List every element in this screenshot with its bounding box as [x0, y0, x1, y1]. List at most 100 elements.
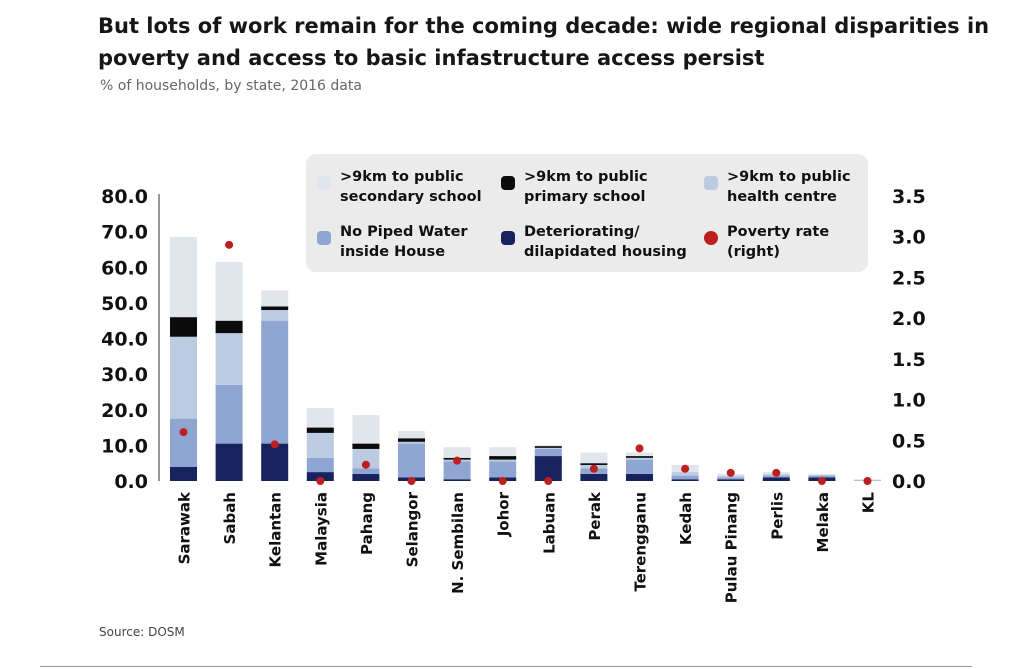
- bar-segment: [671, 479, 699, 481]
- bar-segment: [261, 443, 289, 481]
- legend-swatch: [704, 231, 718, 245]
- bar-segment: [626, 459, 653, 474]
- bar-segment: [352, 473, 380, 481]
- bar-segment: [215, 261, 243, 321]
- category-label: Pulau Pinang: [723, 492, 741, 603]
- poverty-rate-dot: [316, 477, 325, 485]
- bar-segment: [352, 443, 380, 449]
- bar-segment: [170, 336, 197, 419]
- right-tick-label: 2.5: [892, 267, 926, 289]
- legend-label: Poverty rate: [727, 224, 829, 240]
- chart-title: But lots of work remain for the coming d…: [98, 14, 990, 70]
- left-tick-label: 20.0: [101, 400, 148, 422]
- bar-segment: [215, 384, 243, 444]
- bar-segment: [580, 473, 608, 481]
- left-tick-label: 50.0: [101, 293, 148, 315]
- bar-segment: [261, 290, 289, 307]
- category-label: Selangor: [404, 491, 422, 567]
- legend-swatch: [704, 176, 718, 190]
- bar-segment: [398, 431, 425, 439]
- poverty-rate-dot: [225, 240, 234, 249]
- category-label: KL: [860, 492, 878, 514]
- category-label: Melaka: [814, 492, 832, 552]
- bar-segment: [534, 456, 562, 481]
- category-label: Perlis: [768, 492, 786, 540]
- legend-label: primary school: [524, 189, 646, 205]
- category-label: Kelantan: [267, 492, 285, 567]
- bar-segment: [580, 452, 608, 464]
- bar-segment: [489, 459, 517, 462]
- poverty-rate-dot: [726, 468, 735, 477]
- legend-label: dilapidated housing: [524, 244, 687, 260]
- bar-segment: [534, 447, 562, 449]
- left-tick-label: 0.0: [114, 471, 148, 493]
- poverty-rate-dot: [544, 477, 553, 485]
- bar-segment: [443, 461, 471, 480]
- category-label: Sabah: [221, 492, 239, 544]
- left-y-axis: 0.0 10.0 20.0 30.0 40.0 50.0 60.0 70.0 80.0: [101, 186, 148, 493]
- legend-label: health centre: [727, 189, 837, 205]
- bar-segment: [215, 333, 243, 385]
- bar-segment: [443, 479, 471, 481]
- poverty-rate-dot: [772, 468, 781, 477]
- poverty-rate-dot: [361, 460, 370, 469]
- bar-segment: [534, 448, 562, 457]
- bar-segment: [398, 441, 425, 444]
- bar-segment: [306, 427, 334, 433]
- bar-segment: [261, 306, 289, 310]
- bar-segment: [671, 472, 699, 476]
- poverty-rate-dot: [635, 444, 644, 453]
- poverty-rate-dot: [407, 477, 416, 485]
- bar-segment: [717, 477, 745, 480]
- poverty-rate-dot: [453, 456, 462, 465]
- legend-label: No Piped Water: [340, 224, 468, 240]
- bar-segment: [170, 236, 197, 318]
- right-tick-label: 2.0: [892, 308, 926, 330]
- bar-segment: [534, 445, 562, 447]
- bar-segment: [170, 418, 197, 467]
- right-y-axis: 0.0 0.5 1.0 1.5 2.0 2.5 3.0 3.5: [892, 186, 926, 493]
- bar-segment: [626, 452, 653, 457]
- bar-segment: [489, 461, 517, 478]
- poverty-rate-dot: [863, 477, 872, 485]
- left-tick-label: 70.0: [101, 222, 148, 244]
- bar-segment: [534, 446, 562, 448]
- legend: >9km to public secondary school >9km to pu…: [306, 154, 868, 272]
- legend-box: [306, 154, 868, 272]
- bar-segment: [489, 456, 517, 460]
- bar-segment: [808, 473, 836, 475]
- poverty-rate-dot: [270, 440, 279, 449]
- left-tick-label: 30.0: [101, 364, 148, 386]
- bar-segment: [808, 475, 836, 478]
- poverty-rate-dot: [179, 428, 188, 437]
- category-label: Terengganu: [632, 492, 650, 592]
- left-tick-label: 40.0: [101, 329, 148, 351]
- bar-segment: [215, 443, 243, 481]
- bar-segment: [580, 463, 608, 465]
- legend-label: Deteriorating/: [524, 224, 640, 240]
- poverty-rate-dot: [498, 477, 507, 485]
- category-label: Malaysia: [312, 492, 330, 566]
- legend-swatch: [501, 176, 515, 190]
- bar-segment: [215, 320, 243, 334]
- right-tick-label: 3.0: [892, 227, 926, 249]
- right-tick-label: 0.5: [892, 430, 926, 452]
- bar-segment: [398, 443, 425, 478]
- bar-segment: [306, 457, 334, 473]
- bar-segment: [261, 320, 289, 444]
- bar-segment: [443, 447, 471, 458]
- bar-segment: [489, 447, 517, 457]
- left-tick-label: 80.0: [101, 186, 148, 208]
- right-tick-label: 1.5: [892, 349, 926, 371]
- poverty-dots: [179, 240, 872, 485]
- bar-segment: [626, 457, 653, 460]
- bar-segment: [352, 448, 380, 469]
- bar-segment: [352, 468, 380, 474]
- bar-segment: [306, 407, 334, 428]
- legend-label: secondary school: [340, 189, 482, 205]
- bottom-divider: [40, 666, 972, 667]
- legend-swatch: [501, 231, 515, 245]
- legend-swatch: [317, 176, 331, 190]
- category-label: Sarawak: [176, 491, 194, 564]
